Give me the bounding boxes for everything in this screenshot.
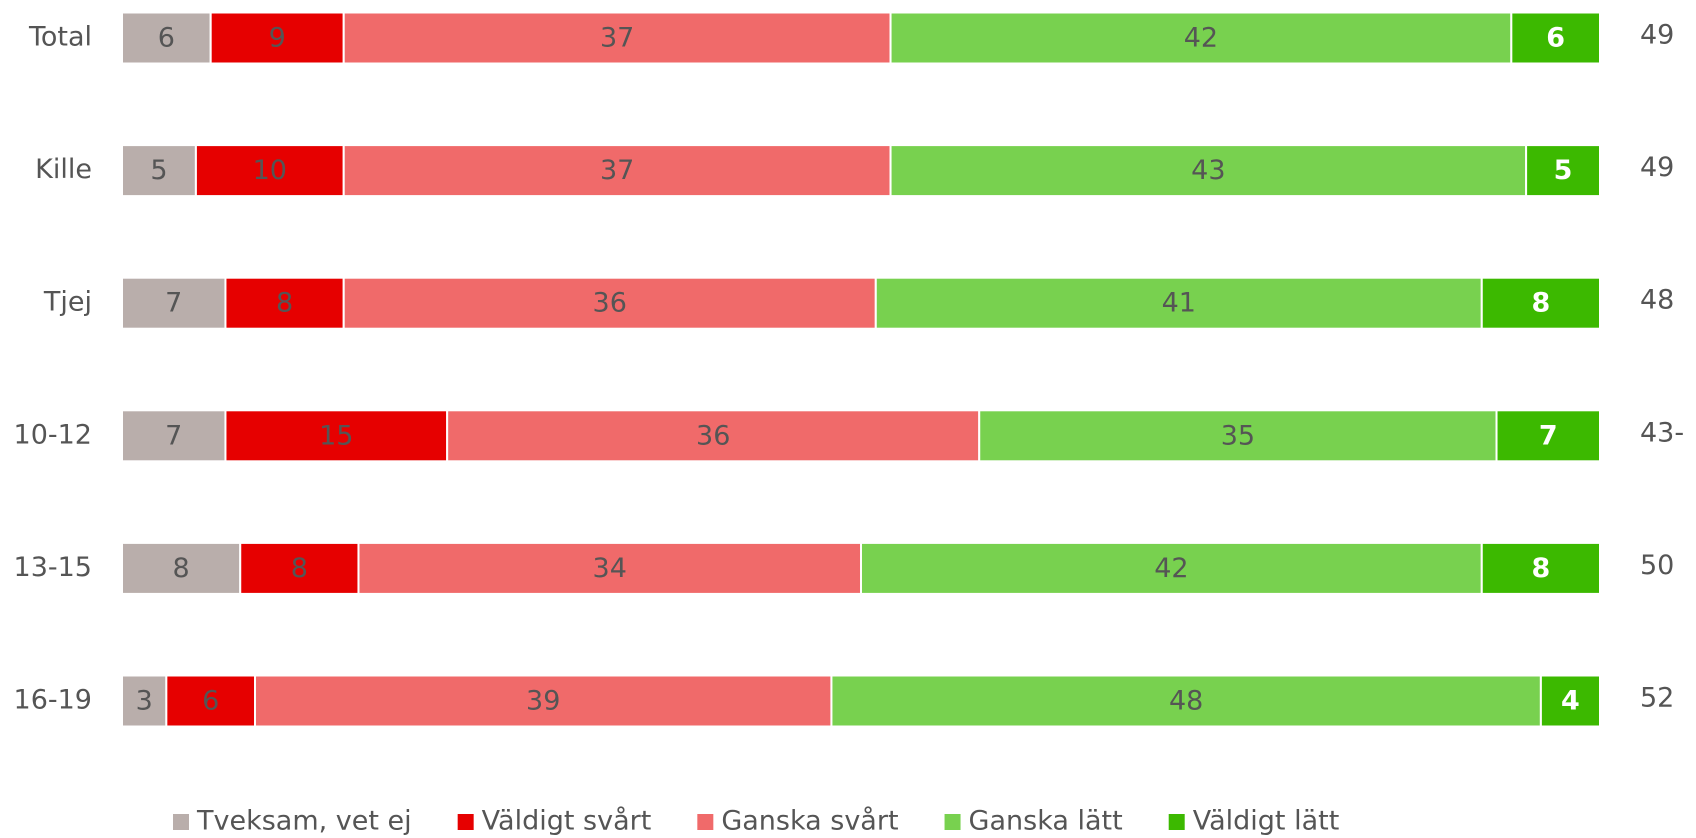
bar-segment: [357, 541, 862, 595]
bar-segment: [342, 144, 892, 198]
value-label: 41: [1162, 288, 1196, 319]
annotation: 48: [1640, 285, 1674, 316]
value-label: 39: [526, 686, 560, 717]
value-label: 8: [1531, 288, 1550, 319]
category-label: Kille: [35, 154, 92, 185]
bar-segment: [446, 409, 981, 463]
value-label: 42: [1184, 23, 1218, 54]
value-label: 48: [1169, 686, 1203, 717]
value-label: 7: [1539, 420, 1558, 451]
bar-segment: [1510, 11, 1601, 65]
value-label: 35: [1221, 420, 1255, 451]
annotation: 49: [1640, 152, 1674, 183]
bar-segment: [1480, 276, 1602, 330]
bar-segment: [254, 674, 833, 728]
value-label: 7: [165, 420, 182, 451]
legend-swatch: [697, 814, 714, 830]
value-label: 15: [319, 420, 353, 451]
value-label: 4: [1561, 686, 1580, 717]
annotation: 52: [1640, 683, 1674, 714]
value-label: 43: [1191, 155, 1225, 186]
legend-swatch: [1168, 814, 1185, 830]
legend-label: Väldigt lätt: [1193, 806, 1340, 837]
bar-segment: [342, 11, 892, 65]
bar-segment: [889, 144, 1528, 198]
bar-segment: [121, 144, 197, 198]
value-label: 42: [1154, 553, 1188, 584]
value-label: 6: [202, 686, 219, 717]
bar-segment: [224, 276, 345, 330]
value-label: 6: [158, 23, 175, 54]
value-label: 37: [600, 155, 634, 186]
annotation: 43-: [1640, 417, 1684, 448]
legend-label: Väldigt svårt: [482, 806, 652, 837]
bar-segment: [121, 11, 212, 65]
value-label: 5: [1554, 155, 1573, 186]
bar-segment: [1539, 674, 1602, 728]
value-label: 8: [276, 288, 293, 319]
annotation: 49: [1640, 20, 1674, 51]
value-label: 5: [150, 155, 167, 186]
category-label: 16-19: [14, 685, 92, 716]
value-label: 7: [165, 288, 182, 319]
value-label: 9: [269, 23, 286, 54]
bar-segment: [165, 674, 257, 728]
bar-segment: [194, 144, 345, 198]
legend-label: Tveksam, vet ej: [196, 806, 412, 837]
bar-segment: [1480, 541, 1602, 595]
bar-segment: [830, 674, 1542, 728]
bar-segment: [1525, 144, 1601, 198]
bar-segment: [239, 541, 360, 595]
legend-swatch: [944, 814, 961, 830]
category-label: 13-15: [14, 552, 92, 583]
value-label: 34: [593, 553, 627, 584]
bar-segment: [224, 409, 449, 463]
bar-segment: [121, 409, 227, 463]
category-label: Tjej: [43, 287, 92, 318]
value-label: 8: [291, 553, 308, 584]
bar-segment: [342, 276, 877, 330]
bar-segment: [978, 409, 1498, 463]
category-label: 10-12: [14, 419, 92, 450]
bar-segment: [1495, 409, 1602, 463]
bar-segment: [209, 11, 345, 65]
legend-label: Ganska lätt: [969, 806, 1123, 837]
value-label: 10: [253, 155, 287, 186]
category-label: Total: [28, 22, 92, 53]
value-label: 6: [1546, 23, 1565, 54]
value-label: 8: [1531, 553, 1550, 584]
value-label: 36: [593, 288, 627, 319]
legend-label: Ganska svårt: [721, 806, 898, 837]
value-label: 3: [136, 686, 153, 717]
legend-swatch: [457, 814, 474, 830]
annotation: 50: [1640, 550, 1674, 581]
legend-swatch: [173, 814, 189, 830]
value-label: 37: [600, 23, 634, 54]
value-label: 36: [696, 420, 730, 451]
value-label: 8: [173, 553, 190, 584]
bar-segment: [121, 541, 242, 595]
bar-segment: [874, 276, 1483, 330]
